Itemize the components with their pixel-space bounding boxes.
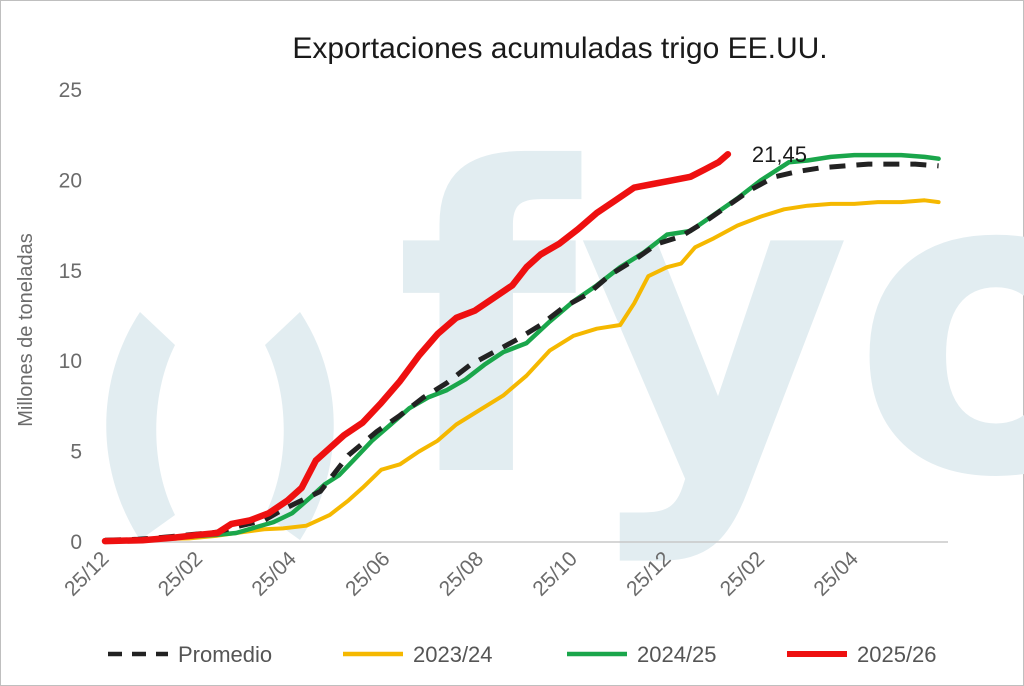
x-tick-label: 25/06 (341, 547, 394, 600)
legend-label: 2023/24 (413, 642, 493, 667)
x-tick-label: 25/04 (247, 547, 301, 601)
series-line-2023-24 (103, 198, 941, 543)
series-line-promedio (104, 161, 939, 543)
y-tick-label: 15 (59, 260, 82, 283)
legend-label: 2024/25 (637, 642, 717, 667)
x-tick-label: 25/12 (60, 547, 113, 600)
legend-label: 2025/26 (857, 642, 937, 667)
y-tick-label: 25 (59, 79, 82, 102)
y-tick-label: 20 (59, 169, 82, 192)
series-line-2025-26 (101, 150, 732, 545)
last-value-annotation: 21,45 (752, 142, 807, 167)
watermark-text: fyo (395, 81, 1024, 570)
watermark-left-paren (106, 312, 175, 540)
y-tick-label: 5 (70, 441, 82, 464)
y-axis-ticks: 0 5 10 15 20 25 (59, 79, 82, 554)
legend-label: Promedio (178, 642, 272, 667)
chart-title: Exportaciones acumuladas trigo EE.UU. (292, 32, 827, 65)
watermark-right-paren (265, 312, 334, 540)
x-tick-label: 25/02 (154, 547, 207, 600)
series-lines (101, 150, 941, 545)
series-line-2024-25 (102, 152, 941, 543)
y-axis-label: Millones de toneladas (15, 233, 37, 426)
legend: Promedio 2023/24 2024/25 2025/26 (108, 642, 937, 667)
y-tick-label: 10 (59, 350, 82, 373)
y-tick-label: 0 (70, 531, 82, 554)
